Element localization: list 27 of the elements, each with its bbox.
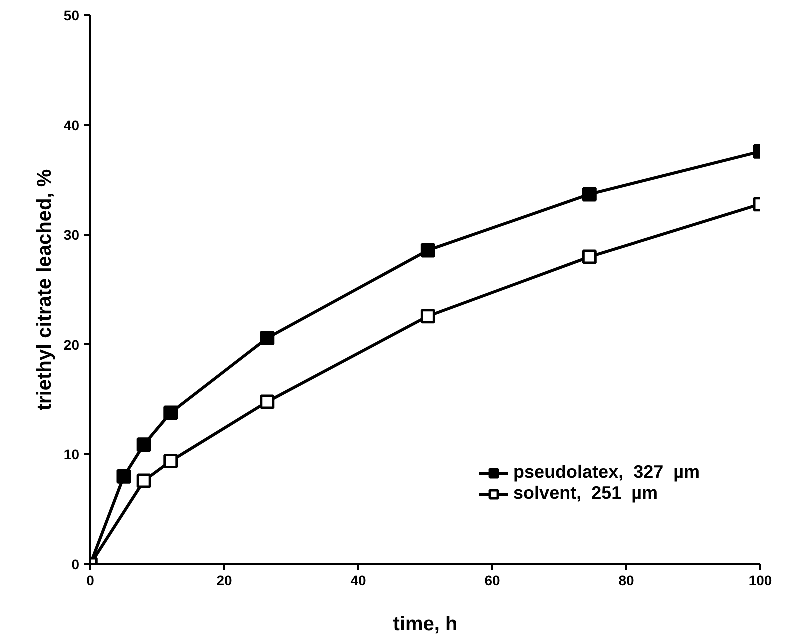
x-tick-label: 60 <box>484 572 500 588</box>
point <box>582 187 597 202</box>
point <box>136 474 152 488</box>
x-tick-label: 20 <box>216 572 232 588</box>
legend-label: solvent, 251 µm <box>514 483 658 504</box>
x-tick-label: 80 <box>618 572 634 588</box>
y-tick-label: 40 <box>64 117 80 134</box>
y-tick-label: 0 <box>72 556 80 572</box>
y-axis-title: triethyl citrate leached, % <box>34 169 56 411</box>
legend-label: pseudolatex, 327 µm <box>514 462 700 483</box>
point <box>164 406 178 420</box>
x-axis-title: time, h <box>393 614 458 636</box>
point <box>136 438 152 452</box>
y-tick-label: 30 <box>64 227 80 244</box>
point <box>420 309 436 324</box>
point <box>116 469 132 484</box>
point <box>420 243 436 258</box>
point <box>260 394 275 410</box>
x-tick-label: 100 <box>748 572 772 588</box>
y-tick-label: 20 <box>64 336 80 353</box>
x-tick-label: 40 <box>350 572 366 588</box>
point <box>582 250 597 264</box>
y-tick-label: 50 <box>64 8 80 24</box>
point <box>260 331 275 346</box>
y-tick-label: 10 <box>64 446 80 463</box>
point <box>164 454 178 469</box>
x-tick-label: 0 <box>86 572 95 588</box>
